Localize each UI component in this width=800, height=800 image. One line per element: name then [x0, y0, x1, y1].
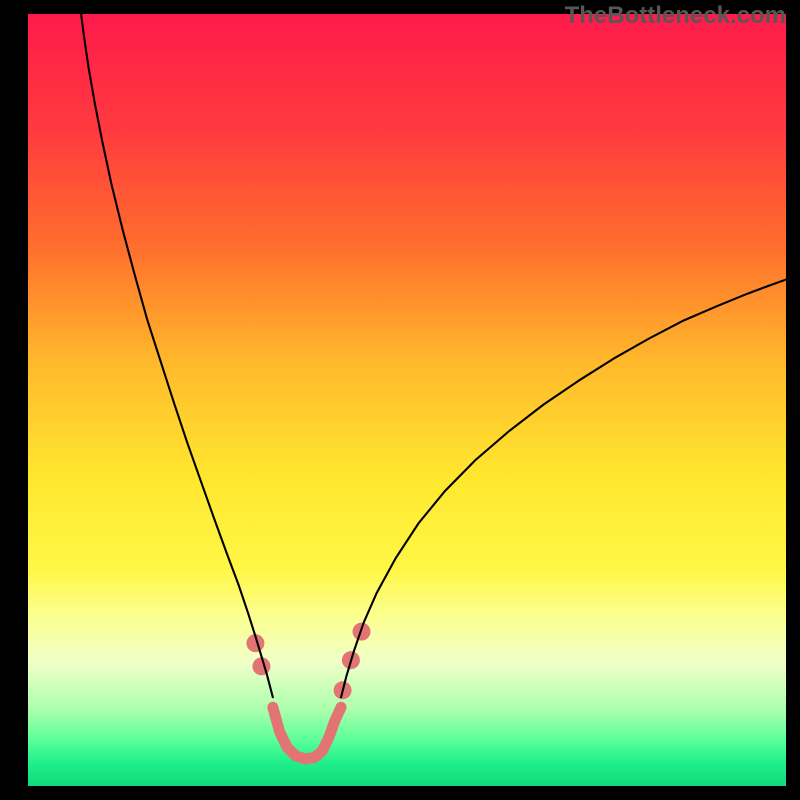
gradient-background — [28, 14, 786, 786]
watermark-text: TheBottleneck.com — [565, 2, 786, 30]
bottleneck-chart — [0, 0, 800, 800]
data-marker — [252, 657, 270, 675]
